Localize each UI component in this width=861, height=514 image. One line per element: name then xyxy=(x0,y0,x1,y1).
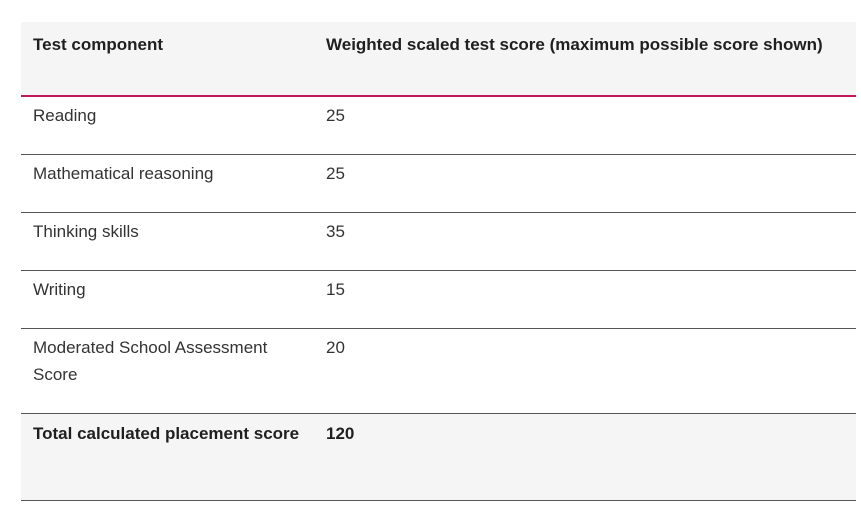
component-cell: Moderated School Assessment Score xyxy=(21,328,314,414)
score-cell: 35 xyxy=(314,212,856,271)
table-row: Moderated School Assessment Score 20 xyxy=(21,328,856,414)
table-row: Mathematical reasoning 25 xyxy=(21,154,856,213)
score-cell: 25 xyxy=(314,154,856,213)
component-cell: Writing xyxy=(21,270,314,329)
score-table: Test component Weighted scaled test scor… xyxy=(21,22,856,501)
table-header: Test component Weighted scaled test scor… xyxy=(21,22,856,97)
table-row: Writing 15 xyxy=(21,270,856,329)
header-weighted-score: Weighted scaled test score (maximum poss… xyxy=(314,22,856,97)
header-row: Test component Weighted scaled test scor… xyxy=(21,22,856,97)
total-row: Total calculated placement score 120 xyxy=(21,413,856,501)
component-cell: Mathematical reasoning xyxy=(21,154,314,213)
table-row: Thinking skills 35 xyxy=(21,212,856,271)
score-table-container: Test component Weighted scaled test scor… xyxy=(21,22,856,501)
table-row: Reading 25 xyxy=(21,96,856,155)
score-cell: 20 xyxy=(314,328,856,414)
table-body: Reading 25 Mathematical reasoning 25 Thi… xyxy=(21,96,856,414)
component-cell: Reading xyxy=(21,96,314,155)
score-cell: 25 xyxy=(314,96,856,155)
header-test-component: Test component xyxy=(21,22,314,97)
component-cell: Thinking skills xyxy=(21,212,314,271)
total-label-cell: Total calculated placement score xyxy=(21,413,314,501)
score-cell: 15 xyxy=(314,270,856,329)
total-score-cell: 120 xyxy=(314,413,856,501)
table-footer: Total calculated placement score 120 xyxy=(21,413,856,501)
